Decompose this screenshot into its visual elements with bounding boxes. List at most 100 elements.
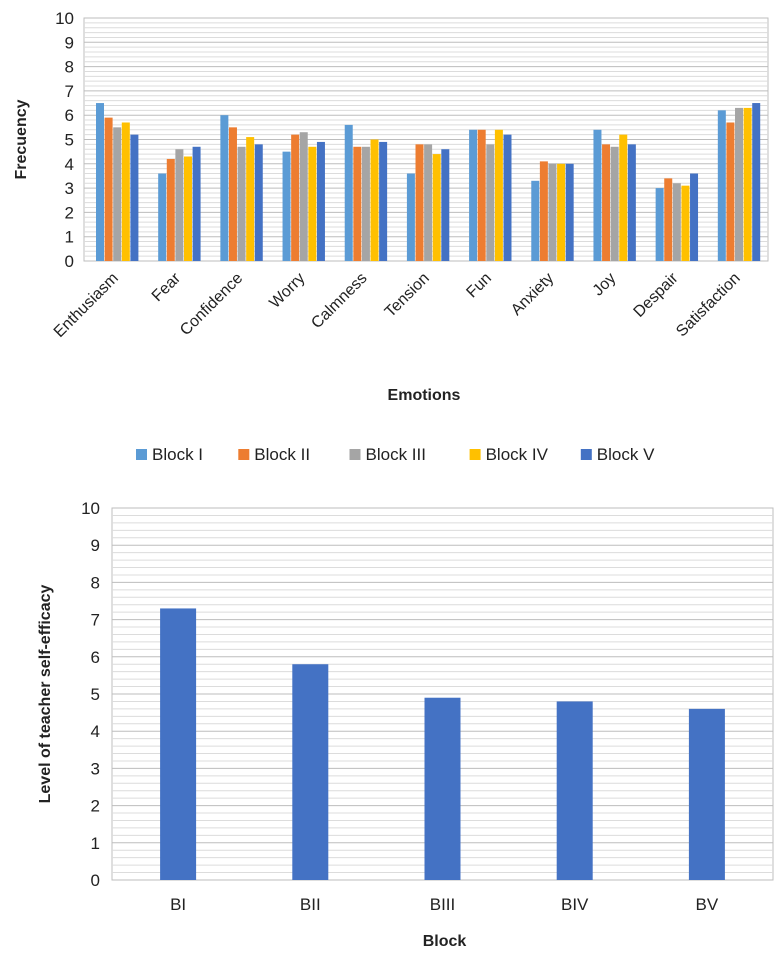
bar-tension-block-v — [441, 149, 450, 261]
bar-enthusiasm-block-iv — [121, 122, 130, 262]
bar-bv — [688, 708, 725, 880]
bar-confidence-block-iv — [246, 137, 255, 261]
y-tick-label: 4 — [65, 155, 74, 174]
bar-fun-block-i — [469, 129, 478, 261]
y-tick-label: 6 — [65, 106, 74, 125]
bar-tension-block-iii — [424, 144, 433, 261]
y-tick-label: 0 — [65, 252, 74, 271]
y-tick-label: 3 — [91, 759, 100, 778]
legend-label: Block V — [597, 445, 655, 464]
y-tick-label: 4 — [91, 722, 100, 741]
bar-despair-block-ii — [664, 178, 673, 261]
bar-worry-block-ii — [291, 134, 300, 261]
bar-fun-block-v — [503, 134, 512, 261]
bar-fun-block-iii — [486, 144, 495, 261]
x-axis-label: Emotions — [388, 387, 461, 404]
x-tick-label: Worry — [266, 270, 308, 312]
legend-swatch — [136, 449, 147, 460]
y-tick-label: 5 — [91, 685, 100, 704]
bar-fear-block-ii — [166, 158, 175, 261]
bar-calmness-block-ii — [353, 146, 362, 261]
bar-despair-block-i — [655, 188, 664, 261]
bar-enthusiasm-block-i — [96, 103, 104, 261]
legend-item-block-iv: Block IV — [469, 445, 549, 464]
bar-fun-block-iv — [494, 129, 503, 261]
self-efficacy-chart: 0 1 2 3 4 5 6 7 8 9 10 Level of teacher self-effica… — [37, 499, 774, 950]
bar-confidence-block-ii — [228, 127, 237, 261]
x-tick-label: BII — [300, 895, 321, 914]
bar-despair-block-v — [690, 173, 699, 261]
legend-swatch — [469, 449, 481, 460]
x-tick-label: Fear — [149, 269, 185, 305]
bar-satisfaction-block-v — [752, 103, 761, 261]
bar-tension-block-i — [406, 173, 415, 261]
bar-anxiety-block-v — [565, 163, 574, 261]
x-tick-label: Joy — [590, 270, 620, 300]
bar-enthusiasm-block-iii — [113, 127, 122, 261]
bar-enthusiasm-block-ii — [104, 117, 113, 261]
legend-label: Block III — [366, 445, 426, 464]
y-tick-label: 1 — [91, 834, 100, 853]
bar-anxiety-block-iii — [548, 163, 557, 261]
bar-satisfaction-block-ii — [726, 122, 735, 262]
y-tick-label: 5 — [65, 131, 74, 150]
x-axis-label: Block — [423, 933, 467, 950]
bar-biii — [424, 697, 461, 880]
legend-label: Block II — [254, 445, 310, 464]
y-tick-label: 9 — [91, 536, 100, 555]
legend-item-block-iii: Block III — [349, 445, 426, 464]
x-tick-label: Anxiety — [508, 270, 557, 319]
x-tick-label: BIV — [561, 895, 589, 914]
bar-despair-block-iii — [672, 183, 681, 261]
bar-bi — [160, 608, 197, 880]
bar-worry-block-v — [316, 141, 325, 261]
y-tick-label: 2 — [91, 797, 100, 816]
bar-satisfaction-block-iv — [743, 107, 752, 261]
x-tick-label: Confidence — [177, 270, 246, 339]
bar-satisfaction-block-i — [717, 110, 726, 261]
bar-satisfaction-block-iii — [735, 107, 744, 261]
emotions-frequency-chart: 0 1 2 3 4 5 6 7 8 9 10 Frecuency Enthusiasm FearConfi… — [13, 9, 769, 464]
y-axis-label: Level of teacher self-efficacy — [37, 585, 54, 804]
bar-enthusiasm-block-v — [130, 134, 139, 261]
bar-fear-block-v — [192, 146, 201, 261]
bar-calmness-block-iv — [370, 139, 379, 261]
bar-joy-block-i — [593, 129, 602, 261]
bar-bii — [292, 664, 329, 880]
bar-tension-block-iv — [432, 154, 441, 261]
bar-fear-block-iii — [175, 149, 184, 261]
legend-swatch — [349, 449, 361, 460]
y-tick-label: 7 — [65, 82, 74, 101]
bar-joy-block-ii — [602, 144, 611, 261]
legend: Block I Block II Block III Block IV Block V — [136, 445, 655, 464]
y-tick-label: 8 — [91, 573, 100, 592]
bar-joy-block-v — [627, 144, 636, 261]
bar-confidence-block-v — [254, 144, 263, 261]
x-tick-label: Fun — [463, 270, 495, 302]
legend-label: Block IV — [486, 445, 549, 464]
bar-fear-block-iv — [183, 156, 192, 261]
bar-tension-block-ii — [415, 144, 424, 261]
x-tick-label: Satisfaction — [673, 270, 744, 341]
bar-worry-block-iii — [299, 132, 308, 261]
bar-biv — [556, 701, 593, 880]
legend-item-block-ii: Block II — [238, 445, 310, 464]
bar-fun-block-ii — [477, 129, 486, 261]
y-tick-label: 9 — [65, 33, 74, 52]
bar-anxiety-block-iv — [557, 163, 566, 261]
legend-swatch — [238, 449, 250, 460]
legend-label: Block I — [152, 445, 203, 464]
bar-joy-block-iii — [610, 146, 619, 261]
y-tick-label: 7 — [91, 611, 100, 630]
x-tick-label: BIII — [430, 895, 456, 914]
x-tick-label: BI — [170, 895, 186, 914]
bar-anxiety-block-ii — [539, 161, 548, 261]
legend-swatch — [580, 449, 592, 460]
x-tick-label: Enthusiasm — [51, 270, 122, 341]
y-tick-label: 10 — [81, 499, 100, 518]
x-tick-label: BV — [696, 895, 719, 914]
bar-calmness-block-i — [344, 124, 353, 261]
y-axis-label: Frecuency — [13, 99, 30, 179]
y-tick-label: 10 — [55, 9, 74, 28]
